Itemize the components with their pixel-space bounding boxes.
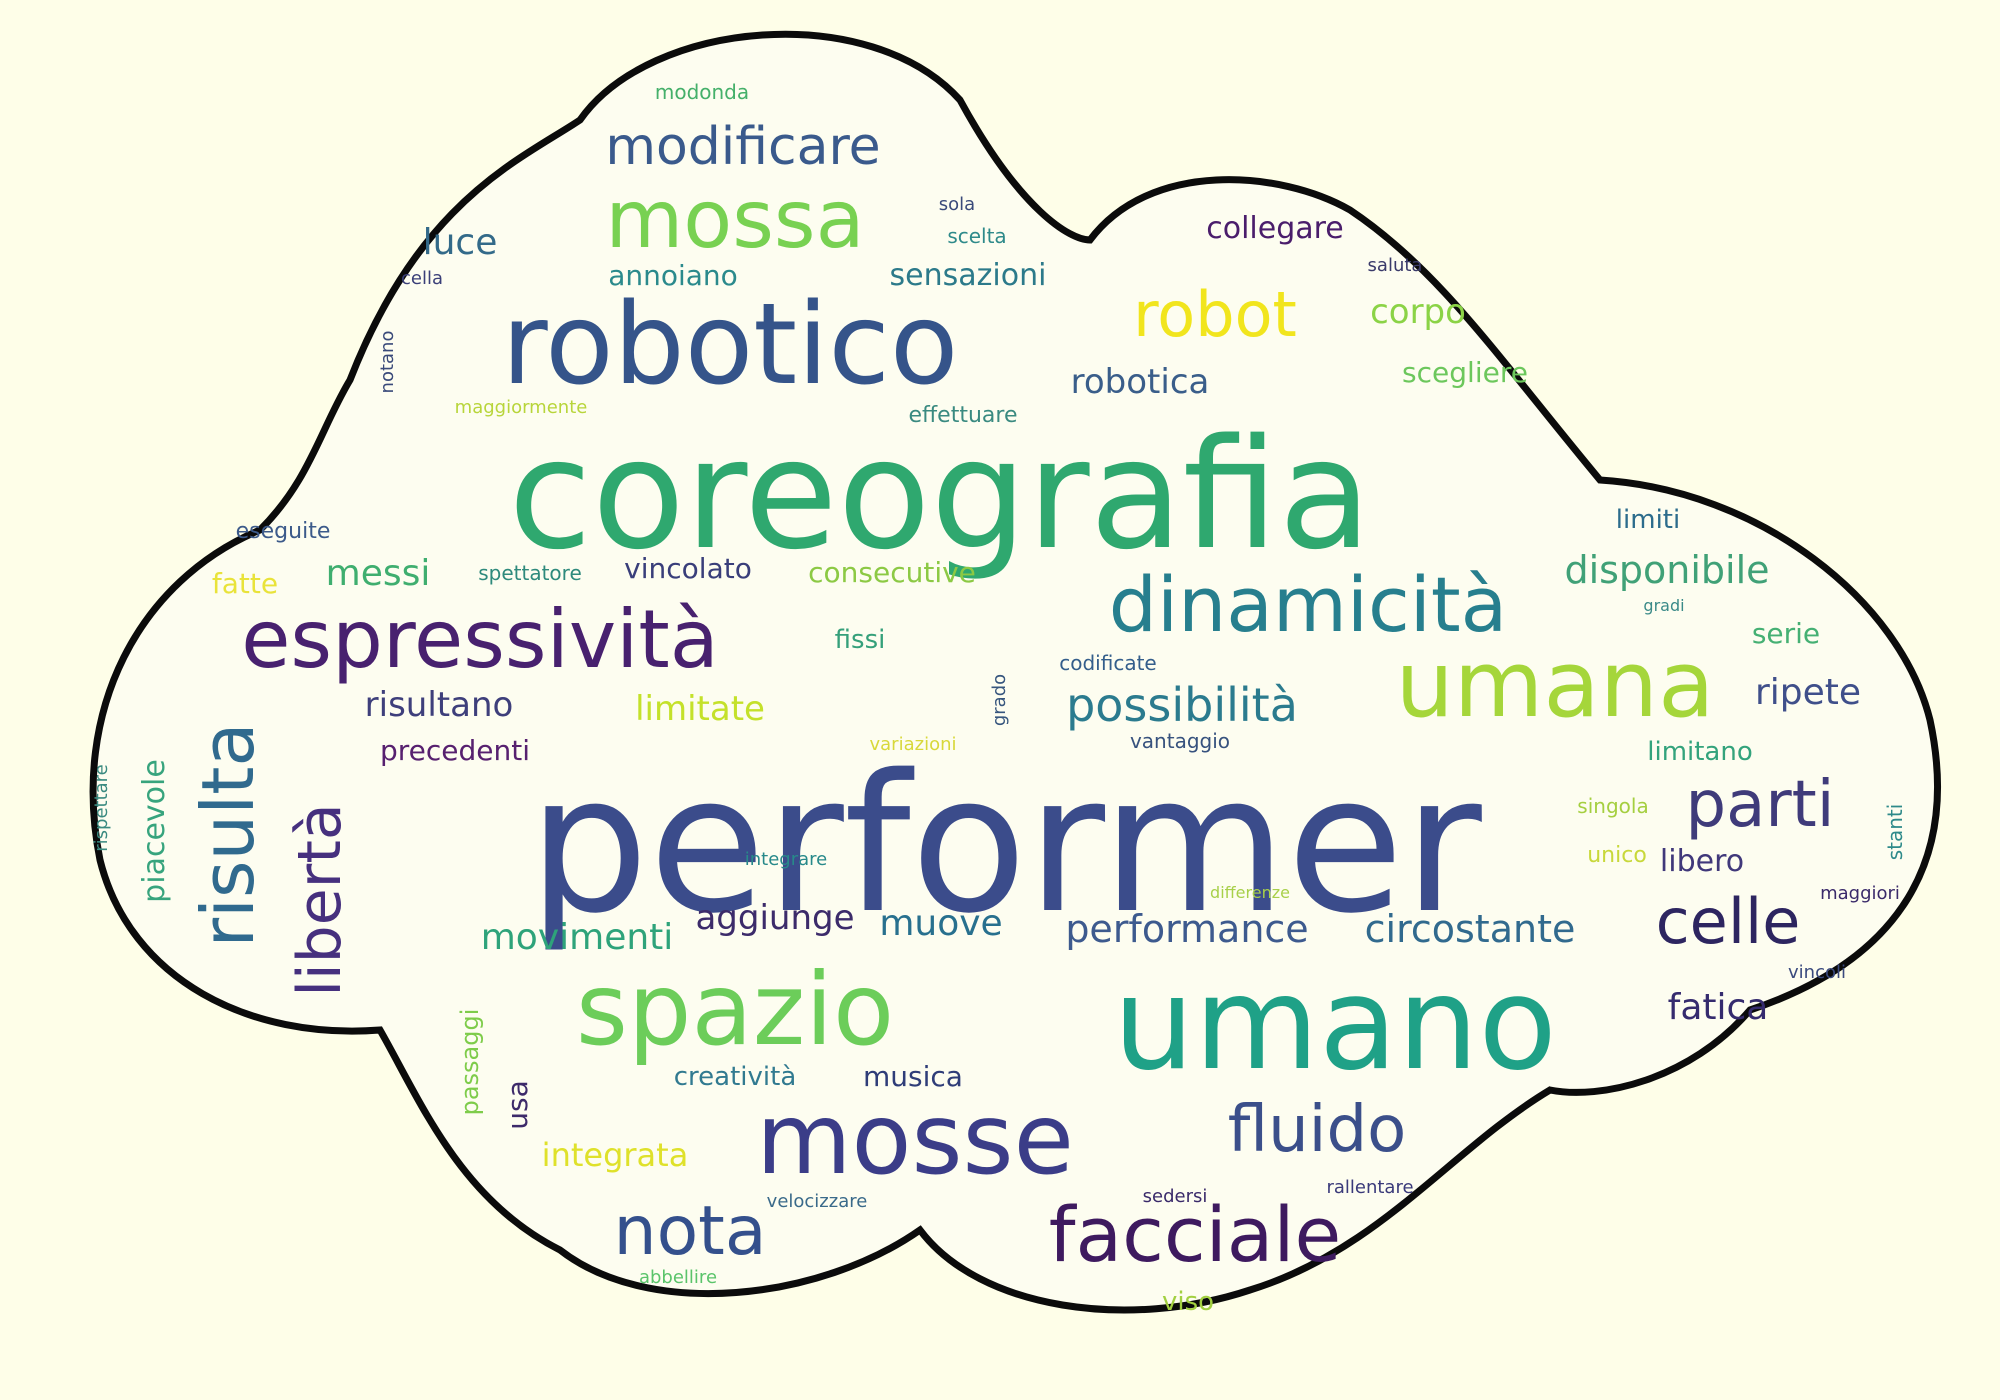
word-eseguite: eseguite xyxy=(235,519,331,544)
word-disponibile: disponibile xyxy=(1564,548,1770,592)
word-saluta: saluta xyxy=(1367,255,1423,276)
word-dinamicita: dinamicità xyxy=(1108,560,1508,649)
word-collegare: collegare xyxy=(1206,211,1344,246)
word-messi: messi xyxy=(325,553,431,594)
word-aggiunge: aggiunge xyxy=(695,898,855,938)
word-stanti: stanti xyxy=(1883,803,1907,861)
word-velocizzare: velocizzare xyxy=(766,1191,868,1212)
word-sola: sola xyxy=(938,194,976,215)
word-spazio: spazio xyxy=(575,951,895,1068)
word-cella: cella xyxy=(400,268,444,289)
word-grado: grado xyxy=(989,673,1010,727)
word-risulta: risulta xyxy=(186,722,270,948)
word-consecutive: consecutive xyxy=(808,556,976,589)
word-annoiano: annoiano xyxy=(608,259,738,292)
word-mosse: mosse xyxy=(756,1083,1074,1197)
word-piacevole: piacevole xyxy=(137,759,172,903)
word-rallentare: rallentare xyxy=(1326,1177,1414,1198)
word-sedersi: sedersi xyxy=(1142,1186,1208,1207)
word-vantaggio: vantaggio xyxy=(1129,729,1231,753)
word-rispettare: rispettare xyxy=(91,764,112,852)
word-notano: notano xyxy=(377,330,398,394)
word-fissi: fissi xyxy=(834,625,886,655)
word-vincolato: vincolato xyxy=(624,552,752,585)
word-robot: robot xyxy=(1133,278,1297,351)
word-movimenti: movimenti xyxy=(480,917,674,958)
word-creativita: creatività xyxy=(673,1062,797,1092)
word-mossa: mossa xyxy=(605,173,865,266)
word-facciale: facciale xyxy=(1048,1190,1342,1279)
word-codificate: codificate xyxy=(1059,651,1157,675)
word-muove: muove xyxy=(879,903,1003,944)
word-performance: performance xyxy=(1065,907,1309,951)
word-viso: viso xyxy=(1161,1287,1215,1317)
word-integrare: integrare xyxy=(744,849,828,870)
word-precedenti: precedenti xyxy=(379,734,531,767)
word-unico: unico xyxy=(1587,843,1647,868)
word-celle: celle xyxy=(1655,885,1801,958)
word-umana: umana xyxy=(1395,631,1715,738)
word-differenze: differenze xyxy=(1210,883,1290,902)
word-effettuare: effettuare xyxy=(908,403,1018,428)
word-maggiori: maggiori xyxy=(1820,883,1900,904)
word-fluido: fluido xyxy=(1227,1093,1407,1167)
word-umano: umano xyxy=(1113,950,1557,1099)
word-gradi: gradi xyxy=(1643,596,1685,615)
word-libero: libero xyxy=(1659,844,1745,879)
word-scegliere: scegliere xyxy=(1402,356,1528,389)
word-fatica: fatica xyxy=(1667,987,1769,1028)
word-circostante: circostante xyxy=(1364,907,1576,951)
word-passaggi: passaggi xyxy=(456,1008,484,1116)
word-modificare: modificare xyxy=(605,117,881,177)
word-maggiormente: maggiormente xyxy=(454,397,588,418)
word-musica: musica xyxy=(863,1060,963,1093)
word-scelta: scelta xyxy=(947,224,1007,248)
word-abbellire: abbellire xyxy=(638,1267,718,1288)
cloud-outline xyxy=(89,30,1941,1314)
word-fatte: fatte xyxy=(211,567,279,600)
word-ripete: ripete xyxy=(1754,672,1862,713)
word-integrata: integrata xyxy=(541,1136,689,1174)
word-risultano: risultano xyxy=(364,685,514,725)
word-limiti: limiti xyxy=(1615,505,1681,535)
word-robotica: robotica xyxy=(1070,362,1210,402)
word-limitano: limitano xyxy=(1647,737,1753,767)
word-corpo: corpo xyxy=(1370,292,1466,332)
word-limitate: limitate xyxy=(635,689,765,729)
word-spettatore: spettatore xyxy=(478,561,582,585)
word-serie: serie xyxy=(1751,617,1821,650)
word-performer: performer xyxy=(528,734,1482,955)
word-nota: nota xyxy=(613,1192,767,1271)
word-singola: singola xyxy=(1577,794,1649,818)
word-variazioni: variazioni xyxy=(869,734,957,755)
word-modonda: modonda xyxy=(654,80,750,104)
word-possibilita: possibilità xyxy=(1066,678,1298,732)
word-robotico: robotico xyxy=(501,280,959,410)
word-vincoli: vincoli xyxy=(1788,962,1846,983)
word-parti: parti xyxy=(1685,768,1835,842)
word-liberta: libertà xyxy=(285,803,355,997)
word-usa: usa xyxy=(501,1080,534,1130)
word-espressivita: espressività xyxy=(241,593,719,686)
word-coreografia: coreografia xyxy=(508,406,1372,583)
word-sensazioni: sensazioni xyxy=(889,258,1047,293)
word-luce: luce xyxy=(422,222,498,263)
